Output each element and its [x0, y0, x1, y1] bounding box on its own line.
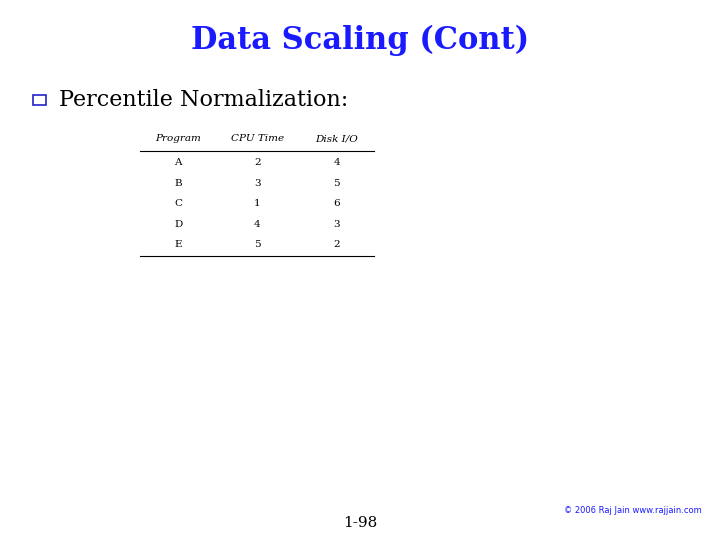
Text: A: A [174, 158, 182, 167]
Text: 5: 5 [254, 240, 261, 249]
Text: B: B [174, 179, 182, 187]
Text: 1: 1 [254, 199, 261, 208]
FancyBboxPatch shape [33, 95, 46, 105]
Text: 3: 3 [254, 179, 261, 187]
Text: 4: 4 [254, 220, 261, 228]
Text: E: E [174, 240, 182, 249]
Text: 3: 3 [333, 220, 340, 228]
Text: 2: 2 [254, 158, 261, 167]
Text: 5: 5 [333, 179, 340, 187]
Text: Percentile Normalization:: Percentile Normalization: [59, 89, 348, 111]
Text: 2: 2 [333, 240, 340, 249]
Text: Data Scaling (Cont): Data Scaling (Cont) [191, 25, 529, 56]
Text: 1-98: 1-98 [343, 516, 377, 530]
Text: CPU Time: CPU Time [231, 134, 284, 143]
Text: Program: Program [156, 134, 201, 143]
Text: © 2006 Raj Jain www.rajjain.com: © 2006 Raj Jain www.rajjain.com [564, 506, 702, 515]
Text: C: C [174, 199, 182, 208]
Text: D: D [174, 220, 182, 228]
Text: 4: 4 [333, 158, 340, 167]
Text: Disk I/O: Disk I/O [315, 134, 358, 143]
Text: 6: 6 [333, 199, 340, 208]
